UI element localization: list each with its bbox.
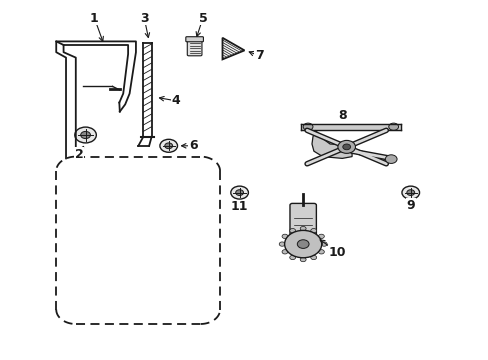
Text: 9: 9	[406, 199, 414, 212]
Circle shape	[310, 229, 316, 233]
Circle shape	[279, 242, 285, 246]
Text: 8: 8	[337, 109, 346, 122]
Circle shape	[282, 234, 287, 238]
FancyBboxPatch shape	[187, 40, 202, 56]
Text: 7: 7	[254, 49, 263, 62]
Circle shape	[300, 257, 305, 262]
Circle shape	[406, 190, 414, 195]
Polygon shape	[311, 130, 351, 158]
Circle shape	[160, 139, 177, 152]
Circle shape	[289, 255, 295, 260]
Circle shape	[75, 127, 96, 143]
Circle shape	[401, 186, 419, 199]
Circle shape	[337, 140, 355, 153]
Circle shape	[342, 144, 350, 150]
Circle shape	[388, 123, 398, 130]
Circle shape	[284, 230, 321, 258]
Circle shape	[230, 186, 248, 199]
FancyBboxPatch shape	[289, 203, 316, 241]
Circle shape	[321, 242, 326, 246]
Text: 11: 11	[230, 201, 248, 213]
Text: 2: 2	[75, 148, 83, 161]
Text: 4: 4	[171, 94, 180, 107]
Polygon shape	[222, 38, 244, 59]
Circle shape	[310, 255, 316, 260]
Text: 1: 1	[90, 12, 99, 24]
FancyBboxPatch shape	[185, 37, 203, 42]
Circle shape	[318, 250, 324, 254]
Circle shape	[81, 131, 90, 139]
Circle shape	[297, 240, 308, 248]
Text: 10: 10	[328, 246, 346, 258]
Circle shape	[235, 190, 243, 195]
Text: 5: 5	[198, 12, 207, 24]
Circle shape	[282, 250, 287, 254]
Circle shape	[164, 143, 172, 149]
Circle shape	[289, 229, 295, 233]
Text: 3: 3	[140, 12, 148, 24]
Circle shape	[303, 123, 312, 130]
Circle shape	[318, 234, 324, 238]
Circle shape	[300, 226, 305, 231]
Text: 6: 6	[188, 139, 197, 152]
Circle shape	[385, 155, 396, 163]
